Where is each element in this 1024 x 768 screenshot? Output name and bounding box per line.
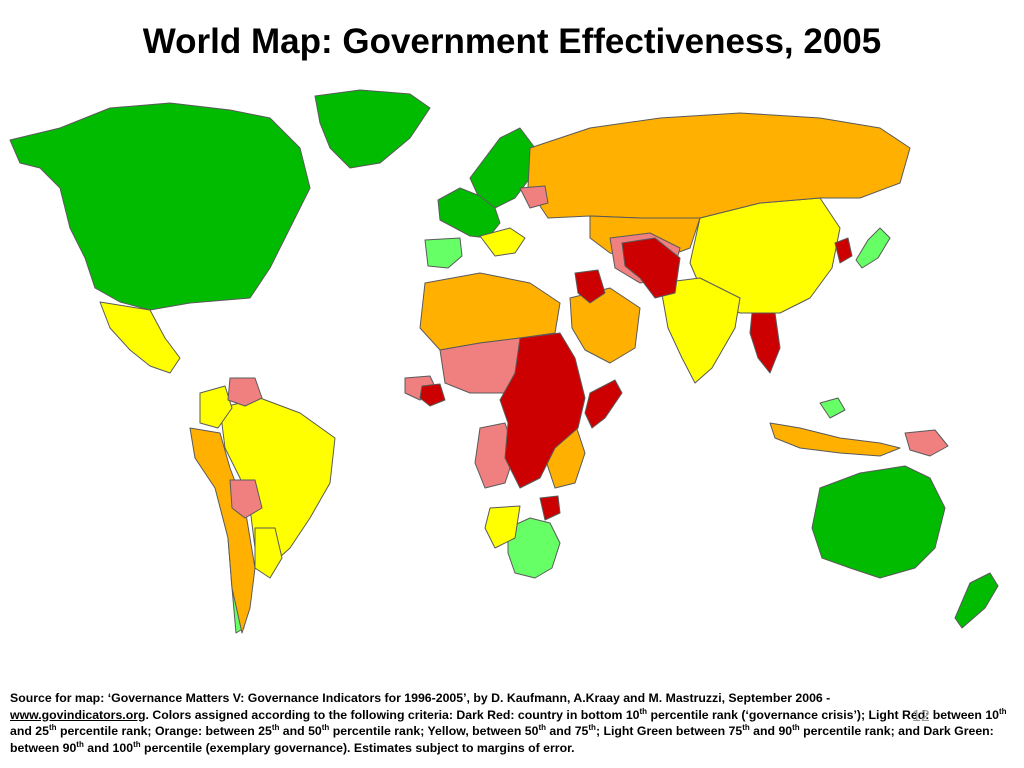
region-greenland bbox=[314, 89, 431, 169]
world-map bbox=[9, 89, 999, 634]
region-venezuela-bolivia bbox=[227, 377, 263, 407]
region-sudan-congo bbox=[499, 332, 586, 489]
region-malaysia bbox=[819, 397, 846, 419]
dark-red-regions bbox=[419, 237, 853, 521]
map-title: World Map: Government Effectiveness, 200… bbox=[142, 22, 882, 61]
region-new-zealand bbox=[954, 572, 999, 629]
region-japan bbox=[855, 227, 891, 269]
source-caption: Source for map: ‘Governance Matters V: G… bbox=[10, 691, 1007, 755]
region-zimbabwe bbox=[539, 495, 561, 521]
region-western-europe bbox=[437, 187, 501, 239]
govindicators-link[interactable]: www.govindicators.org bbox=[10, 707, 146, 722]
region-north-america bbox=[9, 102, 311, 311]
region-central-africa-lightred bbox=[474, 422, 516, 489]
region-bolivia bbox=[229, 479, 263, 519]
region-middle-east bbox=[569, 287, 641, 364]
region-afghanistan-pakistan bbox=[621, 237, 681, 299]
region-southern-africa bbox=[507, 517, 561, 579]
region-indonesia bbox=[769, 422, 901, 457]
region-somalia bbox=[584, 379, 623, 429]
dark-green-regions bbox=[9, 89, 999, 629]
yellow-regions bbox=[99, 197, 841, 579]
region-myanmar bbox=[749, 312, 781, 374]
region-iraq bbox=[574, 269, 606, 304]
region-mexico bbox=[99, 301, 181, 374]
region-colombia bbox=[199, 385, 233, 429]
slide-number: 12 bbox=[912, 708, 930, 725]
region-central-europe bbox=[479, 227, 526, 257]
region-png bbox=[904, 429, 949, 457]
region-russia bbox=[527, 112, 911, 219]
region-brazil bbox=[219, 397, 336, 569]
region-southern-africa-yellow bbox=[484, 505, 521, 549]
region-iberia bbox=[424, 237, 463, 269]
region-india bbox=[659, 277, 741, 384]
region-north-korea bbox=[834, 237, 853, 264]
region-peru-argentina bbox=[189, 427, 256, 634]
region-ukraine bbox=[519, 185, 549, 209]
region-argentina-north bbox=[254, 527, 283, 579]
region-west-africa-darkred bbox=[419, 383, 446, 407]
region-australia bbox=[811, 465, 946, 579]
